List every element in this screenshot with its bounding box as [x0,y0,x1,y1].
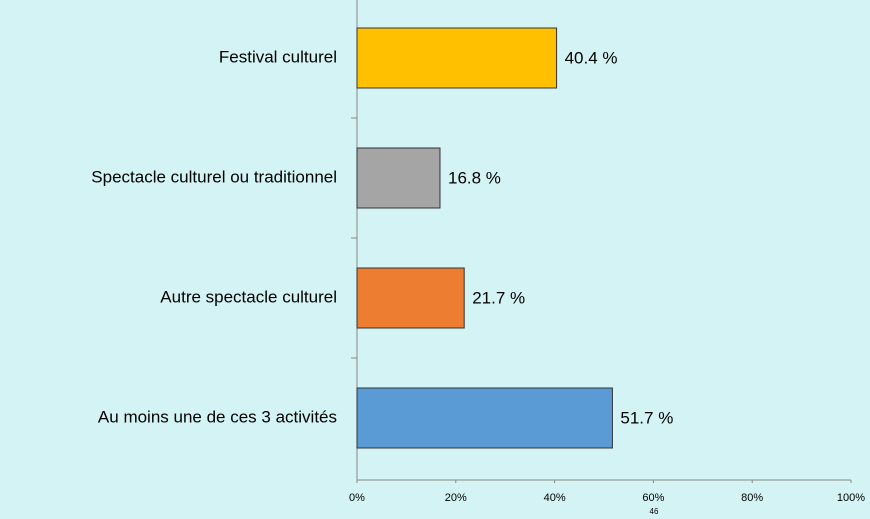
page-number: 46 [650,507,659,516]
x-tick-label: 60% [642,492,664,504]
category-label: Festival culturel [219,47,337,66]
category-label: Spectacle culturel ou traditionnel [91,167,337,186]
value-label: 16.8 % [448,168,501,187]
bar [356,147,441,209]
x-tick-label: 20% [445,492,467,504]
x-tick-label: 40% [544,492,566,504]
category-label: Au moins une de ces 3 activités [98,407,337,426]
x-tick-label: 80% [741,492,763,504]
value-label: 40.4 % [565,48,618,67]
bar [356,387,613,449]
x-tick-label: 100% [837,492,865,504]
value-label: 51.7 % [620,408,673,427]
category-label: Autre spectacle culturel [160,287,337,306]
value-label: 21.7 % [472,288,525,307]
bar [356,27,558,89]
bar [356,267,465,329]
x-tick-label: 0% [349,492,365,504]
